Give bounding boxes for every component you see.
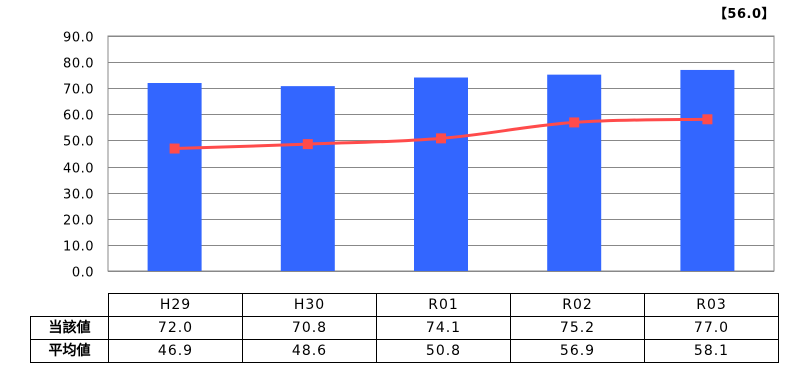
y-tick-label: 60.0 — [63, 109, 94, 124]
table-header-cell: H30 — [242, 293, 377, 317]
table-cell: 74.1 — [376, 316, 511, 340]
line-marker — [302, 139, 313, 150]
series-2-label: 平均値 — [30, 339, 109, 363]
bar — [147, 83, 202, 271]
y-tick-label: 30.0 — [63, 188, 94, 203]
line-marker — [436, 133, 446, 144]
table-row-series-2: 平均値 46.9 48.6 50.8 56.9 58.1 — [30, 339, 779, 363]
bar — [280, 86, 335, 271]
line-marker — [569, 117, 580, 128]
table-corner — [30, 293, 109, 317]
table-header-cell: R03 — [644, 293, 779, 317]
table-cell: 50.8 — [376, 339, 511, 363]
table-header-cell: R02 — [510, 293, 645, 317]
y-tick-label: 70.0 — [63, 83, 94, 98]
bar — [680, 69, 735, 271]
y-tick-label: 20.0 — [63, 214, 94, 229]
table-header-row: H29 H30 R01 R02 R03 — [30, 293, 779, 317]
average-note: 【56.0】 — [713, 7, 775, 22]
table-cell: 48.6 — [242, 339, 377, 363]
y-tick-label: 40.0 — [63, 162, 94, 177]
table-cell: 46.9 — [108, 339, 243, 363]
line-marker — [169, 143, 180, 154]
y-tick-label: 10.0 — [63, 240, 94, 255]
y-tick-label: 0.0 — [72, 266, 94, 281]
table-row-series-1: 当該値 72.0 70.8 74.1 75.2 77.0 — [30, 316, 779, 340]
table-cell: 70.8 — [242, 316, 377, 340]
line-marker — [702, 114, 713, 125]
table-cell: 56.9 — [510, 339, 645, 363]
table-header-cell: H29 — [108, 293, 243, 317]
data-table: H29 H30 R01 R02 R03 当該値 72.0 70.8 74.1 7… — [30, 293, 779, 363]
y-tick-label: 90.0 — [63, 31, 94, 46]
series-1-label: 当該値 — [30, 316, 109, 340]
table-header-cell: R01 — [376, 293, 511, 317]
y-tick-label: 50.0 — [63, 135, 94, 150]
y-tick-label: 80.0 — [63, 57, 94, 72]
bar — [547, 74, 602, 272]
bar — [414, 77, 468, 272]
chart-plot: 0.0 10.0 20.0 30.0 40.0 50.0 60.0 70.0 80.0 90.0 — [63, 31, 775, 281]
table-cell: 77.0 — [644, 316, 779, 340]
table-cell: 58.1 — [644, 339, 779, 363]
table-cell: 75.2 — [510, 316, 645, 340]
table-cell: 72.0 — [108, 316, 243, 340]
